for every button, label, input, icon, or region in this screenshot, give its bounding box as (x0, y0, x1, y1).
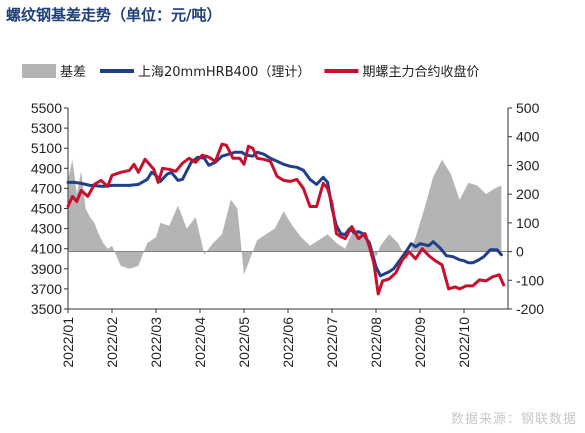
x-tick-label: 2022/05 (236, 317, 252, 368)
y-right-tick-label: 0 (516, 244, 524, 260)
series-futures-price-line (66, 142, 506, 296)
y-right-tick-label: 300 (516, 157, 540, 173)
basis-area-layer (68, 159, 502, 275)
x-tick-label: 2022/03 (148, 317, 164, 368)
legend-label: 基差 (60, 65, 86, 80)
x-tick-label: 2022/04 (192, 317, 208, 368)
y-left-tick-label: 4100 (31, 241, 62, 257)
x-tick-label: 2022/02 (104, 317, 120, 368)
y-right-tick-label: 200 (516, 186, 540, 202)
legend-item-2: 期螺主力合约收盘价 (324, 64, 479, 80)
y-right-tick-label: -200 (516, 301, 544, 317)
legend-item-0: 基差 (22, 64, 86, 80)
y-right-tick-label: 500 (516, 100, 540, 116)
y-left-tick-label: 4700 (31, 180, 62, 196)
series-basis-area (68, 159, 502, 275)
legend: 基差 上海20mmHRB400（理计） 期螺主力合约收盘价 (22, 64, 479, 80)
y-right-tick-label: 100 (516, 215, 540, 231)
x-tick-label: 2022/10 (456, 317, 472, 368)
y-left-tick-label: 5100 (31, 140, 62, 156)
chart-title: 螺纹钢基差走势（单位：元/吨） (6, 6, 222, 24)
legend-label: 期螺主力合约收盘价 (362, 64, 479, 80)
y-right-tick-label: 400 (516, 129, 540, 145)
x-tick-label: 2022/08 (368, 317, 384, 368)
x-tick-label: 2022/06 (280, 317, 296, 368)
legend-item-1: 上海20mmHRB400（理计） (100, 65, 310, 80)
y-left-tick-label: 5500 (31, 100, 62, 116)
x-tick-label: 2022/09 (412, 317, 428, 368)
data-source: 数据来源：钢联数据 (450, 412, 577, 427)
x-tick-label: 2022/01 (60, 317, 76, 368)
y-left-tick-label: 3900 (31, 261, 62, 277)
y-left-tick-label: 3700 (31, 281, 62, 297)
y-left-tick-label: 4300 (31, 221, 62, 237)
x-tick-label: 2022/07 (324, 317, 340, 368)
y-left-tick-label: 4900 (31, 160, 62, 176)
legend-swatch (22, 64, 56, 78)
y-left-tick-label: 5300 (31, 120, 62, 136)
tick-labels: 3500 3700 3900 4100 4300 4500 4700 4900 5100 5300… (31, 100, 544, 368)
y-left-tick-label: 3500 (31, 301, 62, 317)
legend-label: 上海20mmHRB400（理计） (138, 65, 310, 80)
y-right-tick-label: -100 (516, 272, 544, 288)
series-spot-price-line (66, 150, 503, 278)
y-left-tick-label: 4500 (31, 201, 62, 217)
line-layer (66, 142, 506, 296)
